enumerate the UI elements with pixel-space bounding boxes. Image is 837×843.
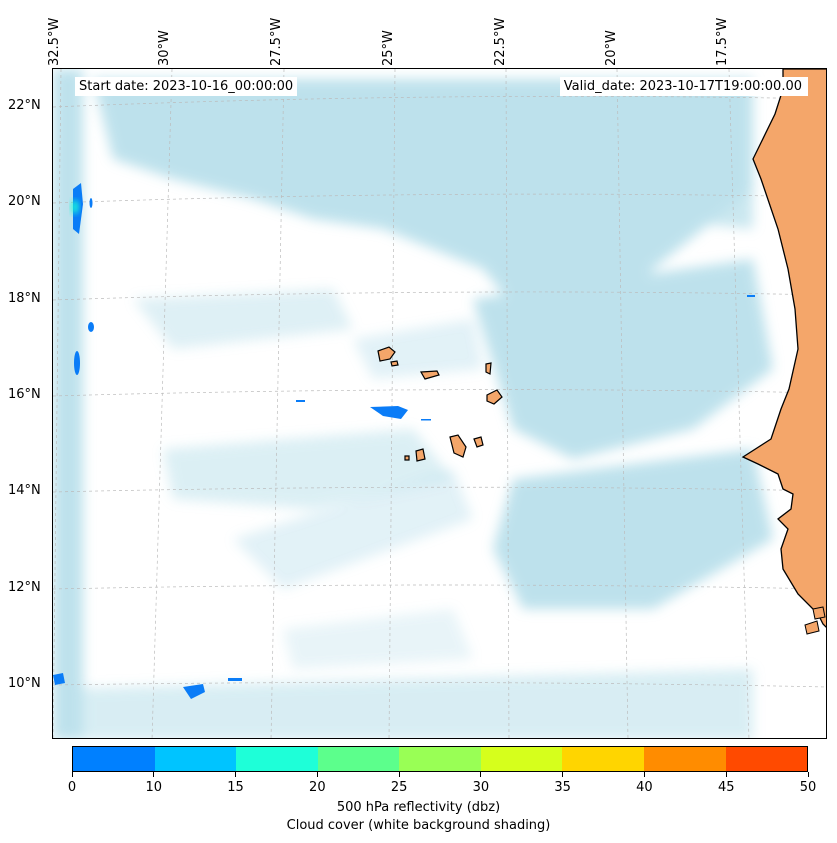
colorbar-segment-1 — [154, 747, 237, 771]
colorbar-tick — [316, 772, 318, 777]
start-date-label: Start date: 2023-10-16_00:00:00 — [75, 77, 298, 96]
island-santo-antao — [377, 346, 396, 362]
valid-date-label: Valid_date: 2023-10-17T19:00:00.00 — [559, 77, 808, 96]
land-mass — [377, 69, 826, 635]
map-panel: Start date: 2023-10-16_00:00:00 Valid_da… — [52, 68, 827, 739]
colorbar-tick — [153, 772, 155, 777]
colorbar-segment-6 — [562, 747, 644, 771]
lon-label-32.5w: 32.5°W — [47, 17, 62, 66]
colorbar-tick — [235, 772, 237, 777]
island-sao-nicolau — [420, 370, 440, 380]
colorbar-tick-label: 45 — [717, 780, 735, 795]
colorbar-tick-label: 35 — [554, 780, 571, 795]
reflectivity-patches — [53, 183, 755, 699]
colorbar-segment-0 — [73, 747, 155, 771]
lon-label-17.5w: 17.5°W — [715, 17, 730, 66]
lon-label-22.5w: 22.5°W — [493, 17, 508, 66]
cloud-cover-shading — [53, 69, 773, 738]
island-sao-vicente — [390, 360, 399, 367]
colorbar-segment-7 — [643, 747, 726, 771]
colorbar-tick-label: 50 — [799, 780, 817, 795]
colorbar-segment-5 — [480, 747, 563, 771]
island-boa-vista — [486, 389, 503, 405]
lat-label-12n: 12°N — [8, 580, 41, 595]
colorbar-tick-label: 25 — [390, 780, 408, 795]
colorbar-tick-label: 15 — [227, 780, 244, 795]
lon-label-27.5w: 27.5°W — [269, 17, 284, 66]
colorbar-label: 500 hPa reflectivity (dbz) — [336, 800, 501, 815]
lat-label-18n: 18°N — [8, 291, 41, 306]
colorbar-tick — [643, 772, 645, 777]
colorbar-tick-label: 40 — [636, 780, 653, 795]
lat-label-20n: 20°N — [8, 194, 41, 209]
colorbar-tick — [398, 772, 400, 777]
lat-label-22n: 22°N — [8, 98, 41, 113]
graticule — [53, 69, 826, 738]
colorbar-tick — [71, 772, 73, 777]
colorbar-tick-label: 20 — [309, 780, 326, 795]
island-brava — [404, 455, 410, 461]
lat-label-10n: 10°N — [8, 676, 41, 691]
island-maio — [473, 436, 484, 448]
colorbar-tick — [480, 772, 482, 777]
island-santiago — [449, 434, 467, 458]
lon-label-25w: 25°W — [381, 30, 396, 66]
colorbar-sublabel: Cloud cover (white background shading) — [286, 818, 551, 833]
colorbar-tick — [562, 772, 564, 777]
colorbar-tick-label: 0 — [67, 780, 77, 795]
island-fogo — [415, 448, 426, 462]
colorbar-tick-label: 30 — [472, 780, 490, 795]
colorbar-segment-8 — [725, 747, 808, 771]
colorbar-tick — [725, 772, 727, 777]
island-sal — [485, 362, 492, 375]
reflectivity-colorbar — [72, 746, 808, 772]
lon-label-30w: 30°W — [157, 30, 172, 66]
map-canvas — [53, 69, 826, 738]
colorbar-segment-2 — [236, 747, 318, 771]
lat-label-16n: 16°N — [8, 387, 41, 402]
colorbar-segment-4 — [399, 747, 481, 771]
colorbar-tick-label: 10 — [145, 780, 163, 795]
lon-label-20w: 20°W — [604, 30, 619, 66]
lat-label-14n: 14°N — [8, 483, 41, 498]
colorbar-tick — [807, 772, 809, 777]
colorbar-segment-3 — [317, 747, 400, 771]
